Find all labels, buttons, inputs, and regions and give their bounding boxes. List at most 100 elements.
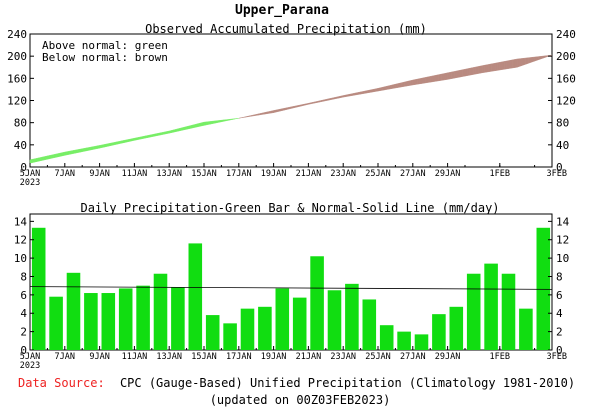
accumulated-band-segment xyxy=(530,57,533,63)
accumulated-band-segment xyxy=(227,118,231,121)
accumulated-y-tick-label-right: 120 xyxy=(556,95,576,108)
accumulated-band-segment xyxy=(188,125,192,130)
daily-bar xyxy=(223,323,237,350)
accumulated-band-segment xyxy=(488,63,492,72)
daily-bar xyxy=(292,297,307,350)
accumulated-band-segment xyxy=(151,133,155,138)
accumulated-band-segment xyxy=(260,112,263,116)
accumulated-band-segment xyxy=(523,57,527,66)
accumulated-band-segment xyxy=(438,73,442,82)
accumulated-band-segment xyxy=(66,150,70,156)
accumulated-band-segment xyxy=(214,120,218,124)
accumulated-x-axis: 5JAN 7JAN 9JAN 11JAN 13JAN 15JAN 17JAN 19JAN 21J… xyxy=(20,163,567,188)
accumulated-band-segment xyxy=(116,141,120,145)
accumulated-band-segment xyxy=(303,103,307,106)
accumulated-band-segment xyxy=(473,66,477,75)
daily-y-tick-label-left: 0 xyxy=(20,344,27,357)
daily-bar xyxy=(432,314,446,350)
page-title: Upper_Parana xyxy=(235,3,329,18)
data-source: Data Source: CPC (Gauge-Based) Unified P… xyxy=(18,376,575,390)
daily-x-tick-label: 13JAN xyxy=(156,352,182,362)
accumulated-band-segment xyxy=(147,134,150,138)
daily-x-year-label: 2023 xyxy=(20,361,40,371)
daily-bar xyxy=(101,293,116,350)
accumulated-band-segment xyxy=(493,62,496,72)
accumulated-band-segment xyxy=(88,146,92,151)
daily-bar xyxy=(345,283,359,350)
accumulated-band-segment xyxy=(469,67,472,76)
accumulated-band-segment xyxy=(182,126,185,131)
legend-below-normal: Below normal: brown xyxy=(42,51,168,64)
accumulated-band-segment xyxy=(271,110,274,114)
accumulated-band-segment xyxy=(373,88,377,93)
accumulated-band-segment xyxy=(512,59,516,69)
accumulated-band-segment xyxy=(36,157,39,162)
accumulated-band-segment xyxy=(125,139,129,143)
accumulated-band-segment xyxy=(240,117,244,119)
accumulated-band-segment xyxy=(127,138,131,143)
accumulated-band-segment xyxy=(401,81,405,88)
legend-above-normal: Above normal: green xyxy=(42,39,168,52)
accumulated-band-segment xyxy=(171,129,174,133)
accumulated-band-segment xyxy=(81,148,85,153)
accumulated-band-segment xyxy=(321,99,324,102)
accumulated-band-segment xyxy=(506,60,509,70)
accumulated-x-tick-label: 5JAN xyxy=(20,169,40,179)
accumulated-band-segment xyxy=(440,73,444,81)
accumulated-band-segment xyxy=(58,152,61,158)
accumulated-band-segment xyxy=(75,149,79,154)
daily-x-tick-label: 9JAN xyxy=(89,352,109,362)
accumulated-band-segment xyxy=(134,137,137,141)
accumulated-band-segment xyxy=(460,69,464,78)
accumulated-band-segment xyxy=(323,99,326,102)
accumulated-band-segment xyxy=(84,147,87,152)
accumulated-band-segment xyxy=(112,141,116,146)
daily-bars xyxy=(31,227,551,350)
daily-y-tick-label-left: 10 xyxy=(14,252,27,265)
accumulated-band-segment xyxy=(140,136,144,140)
daily-y-tick-label-right: 10 xyxy=(556,252,569,265)
accumulated-chart-title: Observed Accumulated Precipitation (mm) xyxy=(145,22,427,36)
accumulated-band-segment xyxy=(453,70,457,79)
accumulated-band-segment xyxy=(399,82,403,88)
accumulated-band-segment xyxy=(364,90,368,94)
daily-x-tick-label: 15JAN xyxy=(191,352,217,362)
accumulated-band-segment xyxy=(345,94,348,98)
accumulated-band-segment xyxy=(153,133,157,137)
accumulated-band-segment xyxy=(290,106,294,109)
accumulated-band-segment xyxy=(499,61,503,71)
accumulated-band-segment xyxy=(295,105,298,108)
accumulated-band-segment xyxy=(443,72,446,81)
accumulated-band-segment xyxy=(288,106,292,110)
accumulated-band-segment xyxy=(158,132,161,136)
accumulated-band-segment xyxy=(114,141,118,146)
daily-x-tick-label: 19JAN xyxy=(261,352,287,362)
daily-bar xyxy=(536,227,551,350)
daily-bar xyxy=(310,256,324,350)
accumulated-band-segment xyxy=(247,115,250,118)
accumulated-band-segment xyxy=(164,131,168,135)
accumulated-band-segment xyxy=(40,156,44,161)
accumulated-band-segment xyxy=(314,101,318,104)
accumulated-band-segment xyxy=(312,101,316,104)
accumulated-band-segment xyxy=(377,87,381,92)
accumulated-band-segment xyxy=(527,57,531,64)
accumulated-band-segment xyxy=(149,134,153,138)
accumulated-band-segment xyxy=(160,132,163,136)
accumulated-band-segment xyxy=(375,88,379,92)
accumulated-band-segment xyxy=(449,71,453,80)
accumulated-band-segment xyxy=(549,54,553,57)
accumulated-band-segment xyxy=(64,151,68,156)
accumulated-band-segment xyxy=(242,116,246,118)
accumulated-band-segment xyxy=(360,91,363,95)
accumulated-band-segment xyxy=(432,75,435,83)
accumulated-area xyxy=(29,54,553,164)
accumulated-band-segment xyxy=(497,62,500,71)
accumulated-band-segment xyxy=(29,159,33,164)
accumulated-band-segment xyxy=(412,79,416,86)
accumulated-y-tick-label-left: 120 xyxy=(7,95,27,108)
daily-bar xyxy=(484,263,498,350)
accumulated-band-segment xyxy=(284,107,287,111)
accumulated-band-segment xyxy=(190,124,194,129)
daily-bar xyxy=(118,288,133,350)
